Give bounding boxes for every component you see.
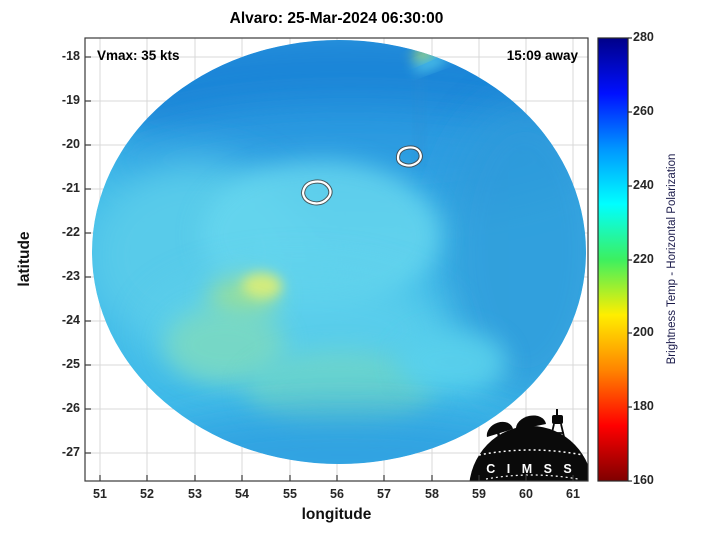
x-tick: 61 — [566, 487, 580, 501]
y-tick: -22 — [61, 225, 80, 239]
y-tick: -23 — [61, 269, 80, 283]
cbar-tick: 180 — [633, 399, 654, 413]
x-tick: 57 — [377, 487, 391, 501]
x-tick: 59 — [472, 487, 486, 501]
cimss-logo: C I M S S — [469, 409, 588, 481]
x-tick: 53 — [188, 487, 202, 501]
x-tick: 52 — [140, 487, 154, 501]
cbar-tick: 220 — [633, 252, 654, 266]
x-tick: 60 — [519, 487, 533, 501]
cimss-logo-text: C I M S S — [486, 462, 575, 476]
x-axis-label: longitude — [301, 506, 372, 523]
y-axis-label: latitude — [16, 231, 33, 287]
x-tick: 58 — [425, 487, 439, 501]
y-tick: -25 — [61, 357, 80, 371]
x-tick: 55 — [283, 487, 297, 501]
time-away-annotation: 15:09 away — [506, 48, 578, 63]
cbar-tick: 200 — [633, 325, 654, 339]
y-tick: -21 — [61, 181, 80, 195]
cbar-tick: 260 — [633, 104, 654, 118]
colorbar-label: Brightness Temp - Horizontal Polarizatio… — [666, 153, 678, 365]
cbar-tick: 240 — [633, 178, 654, 192]
x-tick: 54 — [235, 487, 249, 501]
y-tick: -27 — [61, 445, 80, 459]
cbar-tick: 160 — [633, 473, 654, 487]
cbar-tick: 280 — [633, 30, 654, 44]
y-tick: -24 — [61, 313, 80, 327]
y-tick: -20 — [61, 137, 80, 151]
axes-frame — [84, 37, 589, 482]
plot-title: Alvaro: 25-Mar-2024 06:30:00 — [229, 10, 444, 27]
y-tick: -19 — [61, 93, 80, 107]
y-tick: -18 — [61, 49, 80, 63]
y-tick: -26 — [61, 401, 80, 415]
vmax-annotation: Vmax: 35 kts — [97, 48, 180, 63]
colorbar — [597, 37, 632, 482]
swath-heatmap — [92, 40, 586, 464]
x-tick: 56 — [330, 487, 344, 501]
cold-feature-contours — [300, 145, 423, 206]
x-tick: 51 — [93, 487, 107, 501]
